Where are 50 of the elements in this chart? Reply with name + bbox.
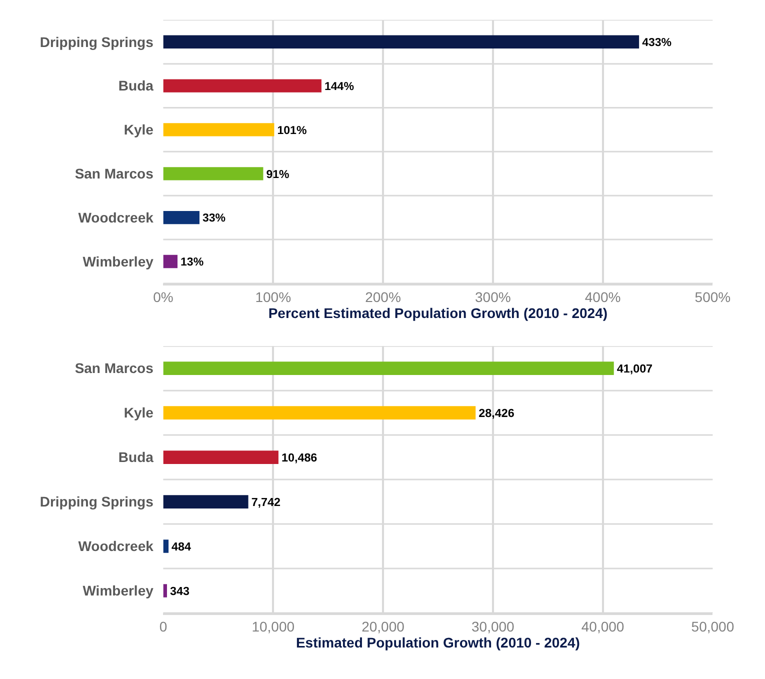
- y-tick-label: Wimberley: [82, 253, 154, 270]
- x-tick-label: 0: [159, 618, 168, 635]
- x-tick-label: 10,000: [252, 618, 295, 635]
- data-label: 433%: [642, 36, 672, 49]
- bar: [163, 406, 476, 420]
- y-tick-label: Kyle: [124, 122, 154, 138]
- x-tick-label: 20,000: [362, 618, 405, 635]
- y-tick-label: Woodcreek: [78, 538, 154, 554]
- x-tick-label: 500%: [694, 289, 731, 306]
- bar: [163, 210, 200, 224]
- data-label: 484: [172, 540, 192, 554]
- x-tick-label: 50,000: [691, 618, 734, 635]
- bar: [163, 540, 169, 553]
- data-label: 10,486: [281, 451, 318, 464]
- data-label: 7,742: [251, 496, 282, 509]
- y-tick-label: Buda: [118, 78, 154, 94]
- x-axis-title: Estimated Population Growth (2010 - 2024): [296, 634, 580, 651]
- bar: [163, 450, 278, 464]
- y-tick-label: Wimberley: [82, 582, 154, 599]
- x-tick-label: 40,000: [581, 618, 624, 635]
- data-label: 343: [170, 584, 190, 598]
- y-tick-label: Dripping Springs: [40, 34, 154, 50]
- data-label: 91%: [266, 168, 290, 181]
- data-label: 41,007: [616, 362, 653, 376]
- data-label: 33%: [202, 212, 226, 225]
- data-label: 144%: [324, 80, 354, 93]
- y-tick-label: Kyle: [124, 404, 154, 421]
- data-label: 13%: [180, 256, 204, 269]
- y-tick-label: San Marcos: [74, 166, 154, 182]
- x-tick-label: 400%: [584, 289, 621, 306]
- bar: [163, 584, 167, 598]
- bar: [163, 35, 640, 48]
- x-tick-label: 300%: [475, 289, 511, 306]
- y-tick-label: San Marcos: [74, 360, 154, 376]
- bar: [163, 167, 264, 180]
- x-axis-title: Percent Estimated Population Growth (2010 - 2024): [268, 305, 608, 322]
- y-tick-label: Buda: [118, 449, 154, 466]
- y-tick-label: Woodcreek: [78, 209, 154, 226]
- x-tick-label: 100%: [255, 289, 292, 306]
- data-label: 28,426: [478, 406, 515, 420]
- bar: [163, 254, 178, 268]
- x-tick-label: 200%: [365, 289, 401, 306]
- bar: [163, 123, 274, 136]
- bar: [163, 362, 614, 375]
- data-label: 101%: [277, 124, 307, 137]
- x-tick-label: 0%: [153, 289, 174, 306]
- bar: [163, 79, 322, 92]
- y-tick-label: Dripping Springs: [40, 494, 154, 510]
- x-tick-label: 30,000: [471, 618, 515, 635]
- bar: [163, 495, 248, 508]
